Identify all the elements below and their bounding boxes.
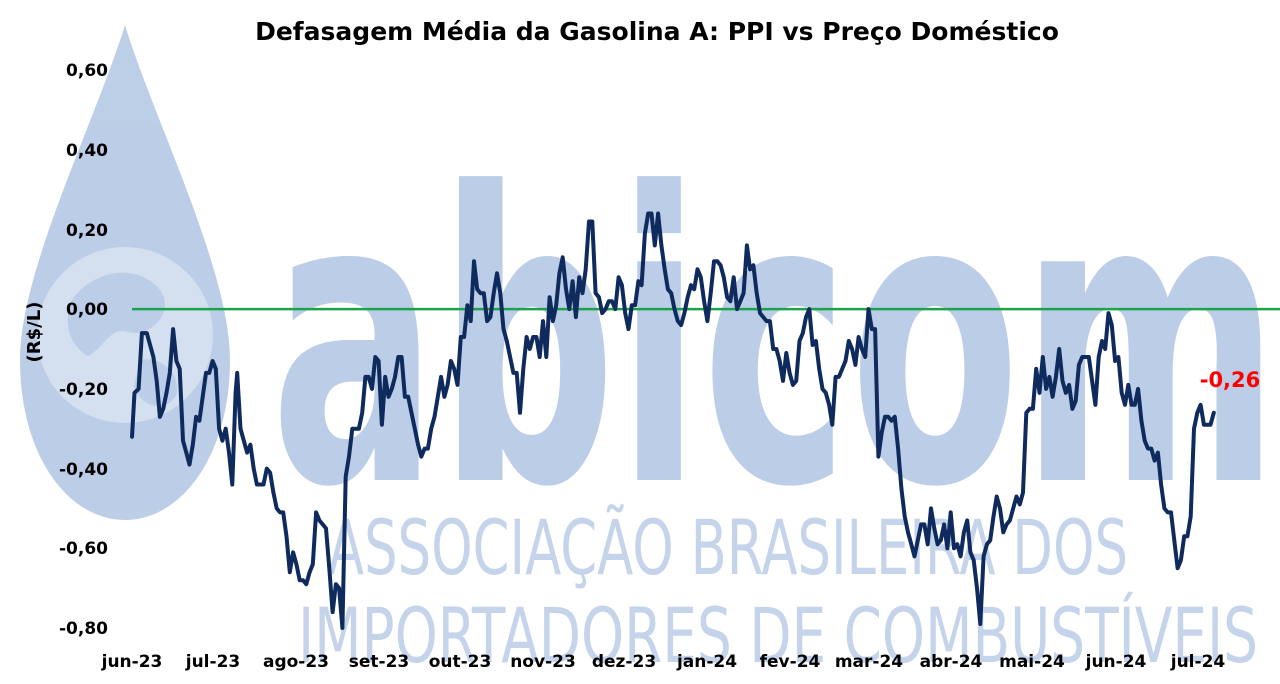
y-axis-label: (R$/L) xyxy=(24,302,45,363)
y-axis-ticks: 0,60 0,40 0,20 0,00 -0,20 -0,40 -0,60 -0… xyxy=(59,61,108,639)
x-axis-ticks: jun-23 jul-23 ago-23 set-23 out-23 nov-2… xyxy=(101,652,1226,672)
y-tick-label: -0,80 xyxy=(59,619,108,639)
x-tick-label: jul-23 xyxy=(185,652,240,672)
series-line xyxy=(130,211,1216,630)
y-tick-label: 0,20 xyxy=(66,221,108,241)
x-tick-label: out-23 xyxy=(429,652,492,672)
x-tick-label: jan-24 xyxy=(676,652,737,672)
last-value-label: -0,26 xyxy=(1200,368,1261,392)
x-tick-label: fev-24 xyxy=(760,652,821,672)
chart-title: Defasagem Média da Gasolina A: PPI vs Pr… xyxy=(255,17,1059,46)
x-tick-label: jun-24 xyxy=(1085,652,1147,672)
y-tick-label: -0,20 xyxy=(59,380,108,400)
x-tick-label: set-23 xyxy=(349,652,410,672)
y-tick-label: 0,60 xyxy=(66,61,108,81)
watermark-line-2: IMPORTADORES DE COMBUSTÍVEIS xyxy=(298,591,1258,680)
x-tick-label: jul-24 xyxy=(1170,652,1226,672)
x-tick-label: ago-23 xyxy=(263,652,329,672)
x-tick-label: mai-24 xyxy=(999,652,1065,672)
x-tick-label: dez-23 xyxy=(592,652,656,672)
x-tick-label: mar-24 xyxy=(835,652,903,672)
x-tick-label: jun-23 xyxy=(101,652,163,672)
x-tick-label: nov-23 xyxy=(510,652,576,672)
droplet-logo-icon xyxy=(20,25,230,520)
x-tick-label: abr-24 xyxy=(920,652,983,672)
watermark-line-1: ASSOCIAÇÃO BRASILEIRA DOS xyxy=(328,503,1128,592)
y-tick-label: -0,60 xyxy=(59,539,108,559)
y-tick-label: 0,40 xyxy=(66,141,108,161)
y-tick-label: 0,00 xyxy=(66,300,108,320)
watermark: abicom ASSOCIAÇÃO BRASILEIRA DOS IMPORTA… xyxy=(20,25,1280,680)
y-tick-label: -0,40 xyxy=(59,460,108,480)
